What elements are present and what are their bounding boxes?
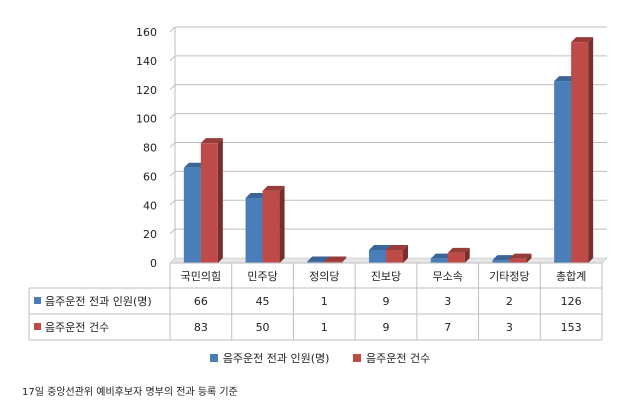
- table-value: 66: [194, 295, 208, 308]
- bar-side-2: [588, 37, 594, 264]
- bar-top-2: [447, 247, 470, 253]
- y-tick-label: 120: [136, 84, 157, 97]
- y-tick-label: 20: [143, 228, 157, 241]
- bar-series-2: [262, 190, 280, 263]
- y-tick-label: 140: [136, 55, 157, 68]
- table-value: 126: [561, 295, 582, 308]
- bar-series-1: [492, 260, 510, 263]
- gridline: [169, 199, 607, 206]
- gridline: [169, 228, 607, 235]
- y-tick-label: 100: [136, 113, 157, 126]
- legend-item-series-2: 음주운전 건수: [352, 350, 431, 366]
- bar-side-2: [526, 253, 532, 263]
- legend-label-series-1: 음주운전 전과 인원(명): [222, 352, 330, 365]
- table-value: 83: [194, 321, 208, 334]
- bar-top-1: [369, 245, 391, 251]
- footnote: 17일 중앙선관위 예비후보자 명부의 전과 등록 기준: [22, 387, 238, 398]
- bar-series-1: [369, 250, 386, 263]
- bar-side-2: [403, 245, 408, 263]
- legend-label-series-2: 음주운전 건수: [365, 352, 431, 365]
- table-value: 3: [506, 321, 513, 334]
- gridline: [169, 142, 607, 148]
- bar-series-1: [430, 258, 448, 263]
- gridline: [169, 26, 607, 33]
- bar-side-2: [464, 247, 470, 263]
- gridline: [169, 170, 607, 177]
- bar-top-2: [262, 185, 285, 191]
- category-label: 진보당: [371, 270, 401, 283]
- category-label: 기타정당: [489, 270, 529, 283]
- table-value: 3: [444, 295, 451, 308]
- bar-top-2: [571, 37, 594, 43]
- bar-series-1: [554, 81, 572, 264]
- category-label: 정의당: [309, 270, 339, 283]
- bar-top-1: [492, 255, 515, 261]
- gridline: [169, 113, 607, 119]
- y-tick-label: 160: [136, 26, 157, 39]
- table-series-label-1: 음주운전 전과 인원(명): [45, 295, 152, 308]
- table-value: 1: [321, 295, 328, 308]
- y-tick-label: 0: [150, 257, 157, 270]
- table-value: 9: [383, 321, 390, 334]
- bar-top-2: [386, 245, 408, 251]
- legend-swatch-series-1: [209, 354, 218, 362]
- legend-swatch-series-2: [352, 354, 361, 362]
- bar-series-1: [183, 167, 201, 263]
- bar-top-1: [183, 162, 206, 168]
- bar-series-1: [245, 198, 263, 263]
- bar-series-2: [509, 258, 527, 263]
- bar-series-2: [200, 143, 218, 263]
- category-label: 민주당: [247, 270, 277, 283]
- bar-top-1: [554, 76, 577, 82]
- bar-series-1: [307, 261, 325, 263]
- y-tick-label: 40: [143, 199, 157, 212]
- y-tick-label: 80: [143, 142, 157, 155]
- category-label: 총합계: [556, 270, 586, 283]
- table-value: 1: [321, 321, 328, 334]
- category-label: 국민의힘: [181, 270, 221, 283]
- bar-series-2: [324, 261, 342, 263]
- bar-top-2: [200, 138, 223, 144]
- bar-series-2: [571, 42, 589, 264]
- bar-side-2: [341, 256, 347, 263]
- table-legend-key-1: [34, 297, 41, 304]
- table-legend-key-2: [34, 323, 41, 330]
- bar-side-2: [217, 138, 223, 263]
- bar-series-2: [386, 250, 403, 263]
- bar-side-2: [279, 185, 285, 263]
- table-value: 2: [506, 295, 513, 308]
- y-tick-label: 60: [143, 170, 157, 183]
- bar-top-2: [324, 256, 347, 262]
- legend: 음주운전 전과 인원(명) 음주운전 건수: [0, 350, 640, 366]
- table-value: 9: [383, 295, 390, 308]
- bar-top-1: [307, 256, 330, 262]
- bar-series-2: [447, 252, 465, 263]
- table-series-label-2: 음주운전 건수: [45, 321, 109, 334]
- bar-top-1: [245, 193, 268, 199]
- table-value: 7: [444, 321, 451, 334]
- gridline: [169, 84, 607, 91]
- bar-top-2: [509, 253, 532, 259]
- legend-item-series-1: 음주운전 전과 인원(명): [209, 350, 330, 366]
- bar-top-1: [430, 253, 453, 259]
- category-label: 무소속: [433, 270, 463, 283]
- table-value: 50: [256, 321, 270, 334]
- table-value: 45: [256, 295, 270, 308]
- gridline: [169, 55, 607, 62]
- table-value: 153: [561, 321, 582, 334]
